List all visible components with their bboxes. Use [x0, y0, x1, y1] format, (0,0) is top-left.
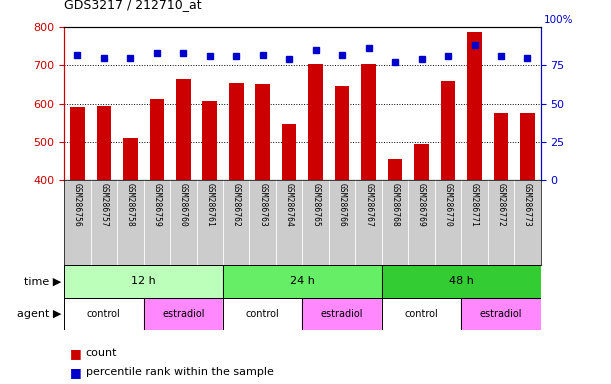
- Text: GSM286761: GSM286761: [205, 183, 214, 227]
- Bar: [64, 180, 90, 265]
- Text: estradiol: estradiol: [162, 309, 205, 319]
- Bar: [309, 64, 323, 180]
- Bar: [494, 113, 508, 180]
- Text: GSM286771: GSM286771: [470, 183, 479, 227]
- Bar: [117, 180, 144, 265]
- Text: control: control: [87, 309, 121, 319]
- Bar: [356, 180, 382, 265]
- Text: GSM286757: GSM286757: [100, 183, 108, 227]
- Text: estradiol: estradiol: [480, 309, 522, 319]
- Bar: [64, 265, 223, 298]
- Text: GSM286765: GSM286765: [311, 183, 320, 227]
- Bar: [144, 180, 170, 265]
- Text: ■: ■: [70, 347, 86, 360]
- Text: control: control: [246, 309, 280, 319]
- Bar: [97, 106, 111, 180]
- Bar: [302, 180, 329, 265]
- Bar: [514, 180, 541, 265]
- Text: percentile rank within the sample: percentile rank within the sample: [86, 367, 273, 377]
- Bar: [461, 180, 488, 265]
- Text: GSM286764: GSM286764: [285, 183, 294, 227]
- Text: agent ▶: agent ▶: [16, 309, 61, 319]
- Bar: [70, 107, 85, 180]
- Bar: [361, 64, 376, 180]
- Bar: [202, 101, 217, 180]
- Bar: [255, 84, 270, 180]
- Bar: [435, 180, 461, 265]
- Bar: [276, 180, 302, 265]
- Bar: [461, 298, 541, 330]
- Bar: [488, 180, 514, 265]
- Bar: [90, 180, 117, 265]
- Bar: [329, 180, 356, 265]
- Text: estradiol: estradiol: [321, 309, 364, 319]
- Text: GSM286770: GSM286770: [444, 183, 453, 227]
- Bar: [302, 298, 382, 330]
- Bar: [467, 32, 482, 180]
- Text: GSM286759: GSM286759: [152, 183, 161, 227]
- Bar: [150, 99, 164, 180]
- Text: GSM286767: GSM286767: [364, 183, 373, 227]
- Text: 12 h: 12 h: [131, 276, 156, 286]
- Text: 100%: 100%: [544, 15, 573, 25]
- Bar: [520, 113, 535, 180]
- Text: GSM286768: GSM286768: [390, 183, 400, 227]
- Bar: [229, 83, 244, 180]
- Text: GSM286772: GSM286772: [497, 183, 505, 227]
- Text: ■: ■: [70, 366, 86, 379]
- Text: GSM286766: GSM286766: [338, 183, 346, 227]
- Bar: [223, 180, 249, 265]
- Bar: [64, 298, 144, 330]
- Text: GSM286762: GSM286762: [232, 183, 241, 227]
- Text: GDS3217 / 212710_at: GDS3217 / 212710_at: [64, 0, 202, 12]
- Bar: [282, 124, 296, 180]
- Text: count: count: [86, 348, 117, 358]
- Text: GSM286763: GSM286763: [258, 183, 267, 227]
- Bar: [382, 265, 541, 298]
- Bar: [223, 298, 302, 330]
- Bar: [441, 81, 455, 180]
- Text: GSM286760: GSM286760: [179, 183, 188, 227]
- Text: time ▶: time ▶: [24, 276, 61, 286]
- Bar: [144, 298, 223, 330]
- Text: GSM286758: GSM286758: [126, 183, 135, 227]
- Bar: [382, 298, 461, 330]
- Text: GSM286769: GSM286769: [417, 183, 426, 227]
- Text: 48 h: 48 h: [449, 276, 474, 286]
- Text: GSM286773: GSM286773: [523, 183, 532, 227]
- Bar: [335, 86, 349, 180]
- Bar: [123, 138, 137, 180]
- Bar: [249, 180, 276, 265]
- Bar: [197, 180, 223, 265]
- Bar: [414, 144, 429, 180]
- Bar: [382, 180, 408, 265]
- Bar: [170, 180, 197, 265]
- Bar: [176, 79, 191, 180]
- Bar: [388, 159, 403, 180]
- Text: GSM286756: GSM286756: [73, 183, 82, 227]
- Text: 24 h: 24 h: [290, 276, 315, 286]
- Bar: [408, 180, 435, 265]
- Text: control: control: [404, 309, 439, 319]
- Bar: [223, 265, 382, 298]
